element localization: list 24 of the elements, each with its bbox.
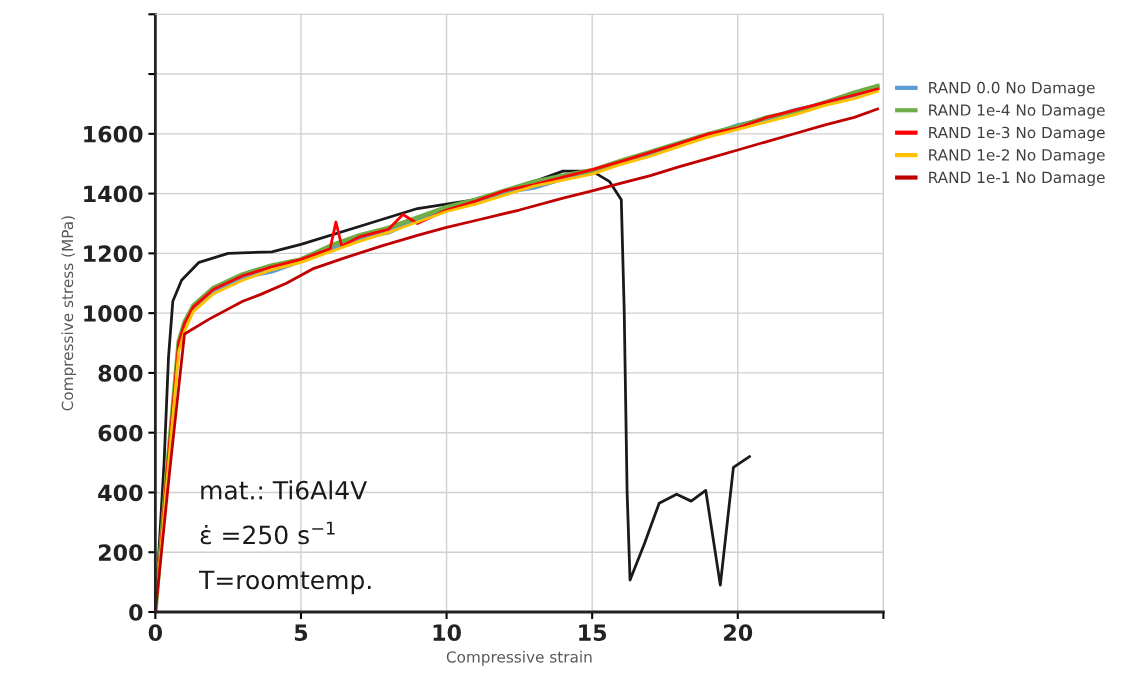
annotation: ε̇ =250 s$^{−1}$: [200, 521, 335, 545]
y-tick-label: 600: [98, 424, 143, 442]
y-tick-label: 200: [98, 544, 143, 561]
legend-label: RAND 1e-4 No Damage: [929, 104, 1105, 119]
x-tick-label: 10: [433, 624, 461, 642]
x-axis-title: Compressive strain: [446, 650, 592, 666]
y-axis-title: Compressive stress (MPa): [61, 216, 77, 411]
x-tick-label: 20: [724, 624, 753, 642]
y-tick-label: 1400: [84, 185, 143, 203]
y-tick-label: 1600: [84, 125, 143, 143]
annotation: mat.: Ti6Al4V: [201, 480, 368, 500]
y-tick-label: 1200: [84, 245, 143, 263]
y-tick-label: 800: [98, 364, 143, 382]
x-tick-label: 15: [579, 624, 607, 642]
legend-label: RAND 1e-1 No Damage: [929, 171, 1105, 187]
y-tick-label: 0: [129, 603, 143, 621]
annotation: T=roomtemp.: [198, 570, 371, 595]
x-tick-label: 0: [148, 624, 163, 642]
legend-label: RAND 0.0 No Damage: [929, 81, 1095, 97]
y-tick-label: 1000: [84, 305, 143, 322]
legend-label: RAND 1e-3 No Damage: [929, 126, 1105, 142]
legend-label: RAND 1e-2 No Damage: [929, 149, 1105, 164]
x-tick-label: 5: [294, 624, 308, 642]
y-tick-label: 400: [98, 484, 143, 502]
